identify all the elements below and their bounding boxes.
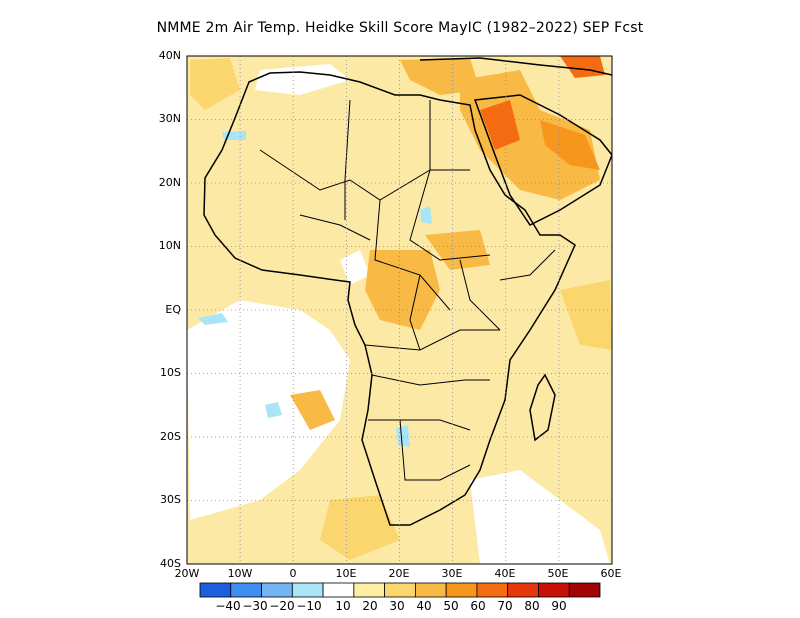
lon-tick-20w: 20W <box>174 567 200 580</box>
orange-region-arabia <box>460 70 600 200</box>
colorbar-label: −30 <box>242 599 268 613</box>
border-1 <box>259 149 470 201</box>
lat-tick-30s: 30S <box>160 493 181 506</box>
colorbar-swatch <box>507 582 539 598</box>
lat-tick-40n: 40N <box>158 49 181 62</box>
colorbar <box>199 582 601 598</box>
colorbar-swatch <box>538 582 570 598</box>
border-12 <box>409 274 421 351</box>
orange-region-med <box>400 58 480 95</box>
lon-tick-20e: 20E <box>388 567 410 580</box>
colorbar-label: −40 <box>215 599 241 613</box>
border-6 <box>364 329 500 351</box>
red-region-red-sea <box>480 100 520 150</box>
blue-patch-4 <box>396 425 410 447</box>
white-region-gulf <box>340 250 370 285</box>
white-region-north <box>255 64 350 95</box>
colorbar-label: 40 <box>416 599 432 613</box>
colorbar-swatch <box>445 582 478 598</box>
country-borders <box>259 99 556 481</box>
colorbar-swatch <box>322 582 355 598</box>
blue-patch-2 <box>265 402 282 418</box>
white-region-south-atlantic <box>190 360 300 470</box>
blue-patch-5 <box>222 131 246 140</box>
orange-region-angola-coast <box>290 390 335 430</box>
border-9 <box>399 419 471 481</box>
lat-tick-20s: 20S <box>160 430 181 443</box>
blue-patch-1 <box>198 313 228 325</box>
lon-tick-10e: 10E <box>335 567 357 580</box>
orange-region-atlantic-north <box>190 58 240 110</box>
colorbar-label: 50 <box>443 599 459 613</box>
colorbar-swatch <box>384 582 416 598</box>
africa-coast <box>203 71 576 526</box>
lat-tick-40s: 40S <box>160 557 181 570</box>
white-region-indian <box>470 470 610 564</box>
blue-patch-3 <box>420 206 432 224</box>
colorbar-label: 30 <box>389 599 405 613</box>
orange-region-south-atlantic <box>320 495 400 560</box>
orange-region-gulf <box>540 120 600 170</box>
border-4 <box>374 199 451 311</box>
lon-tick-60e: 60E <box>600 567 622 580</box>
colorbar-label: 20 <box>362 599 378 613</box>
lon-tick-30e: 30E <box>441 567 463 580</box>
lat-tick-30n: 30N <box>158 112 181 125</box>
border-5 <box>299 214 371 241</box>
colorbar-swatch <box>476 582 509 598</box>
border-11 <box>459 259 501 331</box>
lon-tick-10w: 10W <box>227 567 253 580</box>
colorbar-swatch <box>199 582 232 598</box>
colorbar-swatch <box>291 582 324 598</box>
colorbar-label: −10 <box>296 599 322 613</box>
madagascar-coast <box>529 373 556 442</box>
border-8 <box>368 419 471 431</box>
grid-lines <box>187 56 612 564</box>
map-title: NMME 2m Air Temp. Heidke Skill Score May… <box>156 20 644 36</box>
colorbar-label: 60 <box>470 599 486 613</box>
colorbar-label: −20 <box>269 599 295 613</box>
orange-region-indian-east <box>560 280 612 350</box>
colorbar-label: 70 <box>497 599 513 613</box>
europe-coast <box>419 57 612 76</box>
colorbar-label: 80 <box>524 599 540 613</box>
border-3 <box>409 100 491 261</box>
border-2 <box>344 99 351 220</box>
lon-tick-40e: 40E <box>494 567 516 580</box>
red-region-caspian <box>560 56 605 78</box>
lat-tick-20n: 20N <box>158 176 181 189</box>
colorbar-label: 10 <box>335 599 351 613</box>
colorbar-label: 90 <box>551 599 567 613</box>
colorbar-swatch <box>261 582 293 598</box>
lat-tick-eq: EQ <box>165 303 181 316</box>
colorbar-swatch <box>414 582 447 598</box>
map-frame <box>186 55 613 565</box>
border-10 <box>499 249 556 281</box>
lat-tick-10s: 10S <box>160 366 181 379</box>
arabia-coast <box>473 94 612 226</box>
colorbar-swatch <box>353 582 386 598</box>
lat-tick-10n: 10N <box>158 239 181 252</box>
border-7 <box>371 374 490 386</box>
orange-region-south-sudan <box>425 230 490 270</box>
coastlines <box>203 57 612 526</box>
colorbar-swatch <box>568 582 601 598</box>
lon-tick-0: 0 <box>289 567 297 580</box>
lon-tick-50e: 50E <box>547 567 569 580</box>
colorbar-swatch <box>230 582 262 598</box>
